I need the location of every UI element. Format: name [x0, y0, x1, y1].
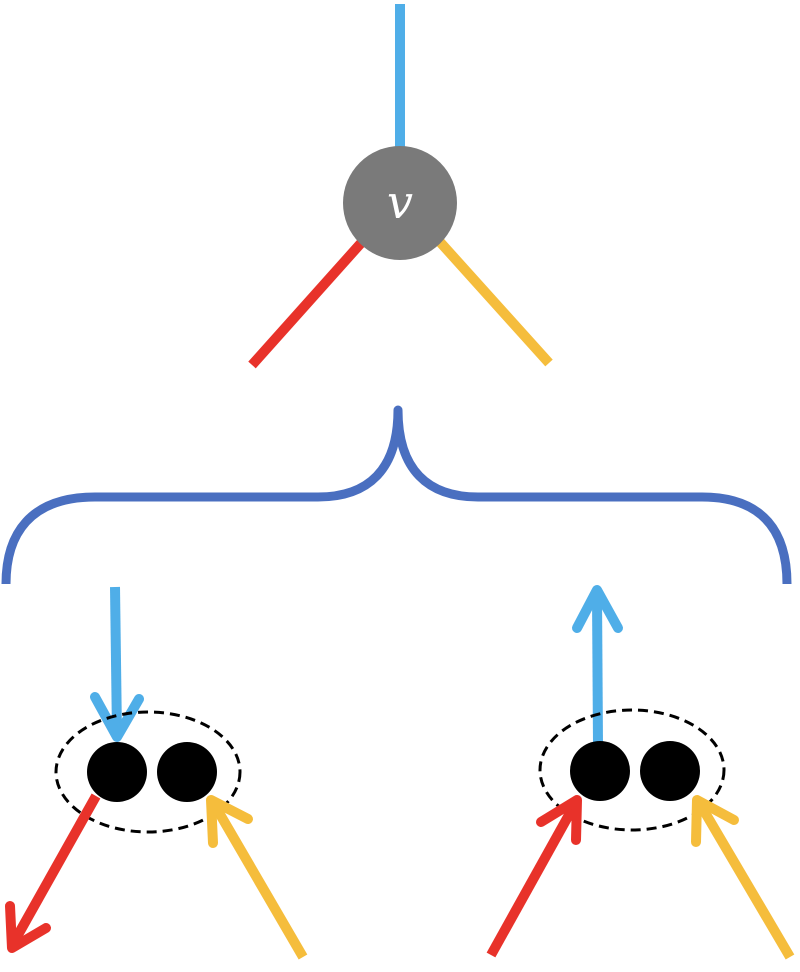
edge-left-red	[248, 238, 366, 369]
config-left	[5, 586, 308, 960]
arrow-in-yellow-left	[206, 795, 308, 960]
arrow-in-red-right	[486, 795, 582, 958]
dashed-ellipse-left	[54, 710, 242, 834]
arrow-out-blue-right	[572, 585, 623, 746]
arrow-out-red-left	[5, 793, 101, 953]
dot-left-b	[157, 742, 217, 802]
config-right	[486, 585, 795, 960]
arrow-in-yellow-right	[691, 795, 795, 960]
arrow-in-blue-left	[90, 586, 144, 742]
dot-right-b	[640, 741, 700, 801]
vertex-group: v	[248, 4, 553, 369]
edge-right-yellow	[436, 238, 553, 367]
dashed-ellipse-right	[538, 708, 726, 832]
vertex-node	[343, 146, 457, 260]
vertex-label: v	[387, 175, 413, 229]
curly-brace	[1, 405, 792, 585]
dot-left-a	[87, 742, 147, 802]
dot-right-a	[570, 741, 630, 801]
